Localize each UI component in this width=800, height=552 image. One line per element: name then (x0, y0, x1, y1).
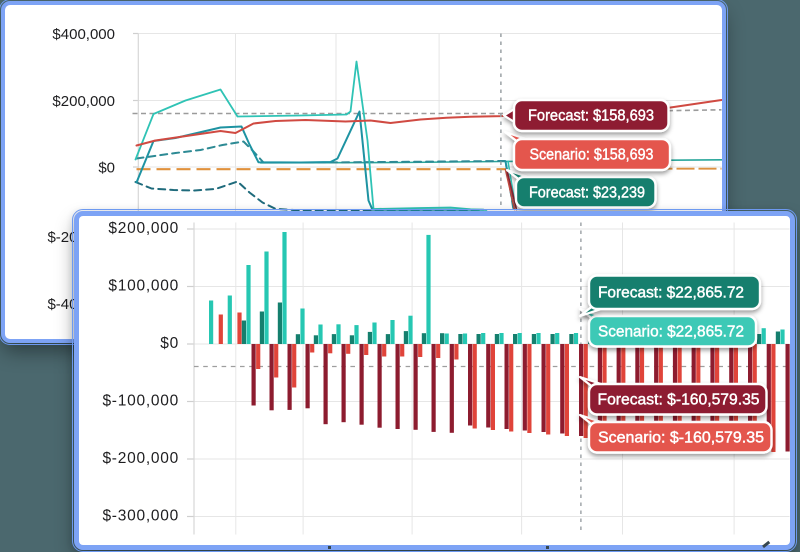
svg-text:$-100,000: $-100,000 (102, 392, 179, 409)
svg-text:Forecast: $22,865.72: Forecast: $22,865.72 (598, 284, 744, 301)
svg-text:$200,000: $200,000 (52, 92, 115, 109)
svg-text:$0: $0 (98, 159, 115, 176)
svg-text:$0: $0 (160, 335, 179, 352)
svg-text:Forecast: $-160,579.35: Forecast: $-160,579.35 (597, 391, 759, 408)
svg-text:$100,000: $100,000 (108, 277, 179, 294)
svg-text:$-200,000: $-200,000 (102, 450, 179, 467)
svg-text:Scenario: $-160,579.35: Scenario: $-160,579.35 (598, 429, 764, 446)
svg-text:$400,000: $400,000 (52, 25, 115, 42)
svg-text:$200,000: $200,000 (108, 220, 179, 237)
svg-text:Scenario: $158,693: Scenario: $158,693 (529, 146, 653, 163)
svg-text:$-300,000: $-300,000 (102, 507, 179, 524)
svg-text:Forecast: $23,239: Forecast: $23,239 (529, 184, 645, 201)
svg-text:Scenario: $22,865.72: Scenario: $22,865.72 (598, 323, 744, 340)
svg-text:Forecast: $158,693: Forecast: $158,693 (528, 107, 654, 124)
